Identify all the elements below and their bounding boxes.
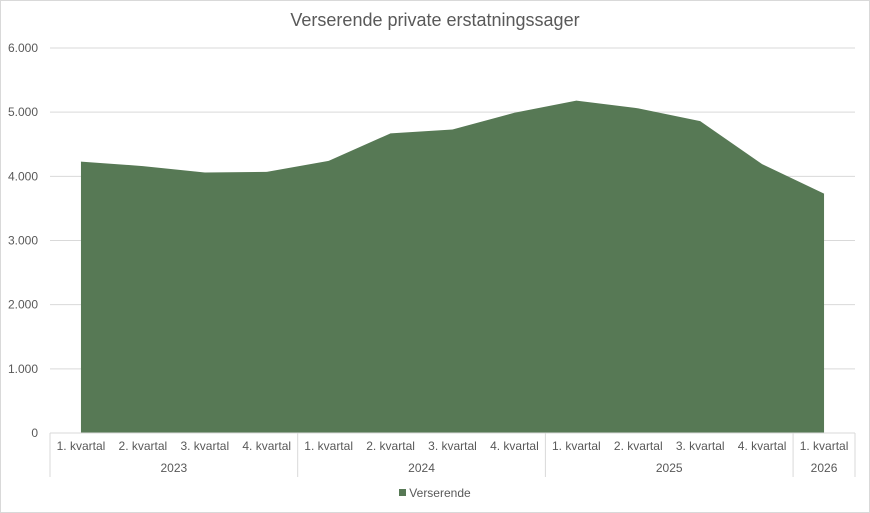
y-tick-label: 0 <box>31 426 38 440</box>
chart-title: Verserende private erstatningssager <box>290 10 580 30</box>
x-tick-label: 1. kvartal <box>304 439 353 453</box>
x-tick-label: 2. kvartal <box>366 439 415 453</box>
x-group-label: 2025 <box>656 461 683 475</box>
x-tick-label: 1. kvartal <box>57 439 106 453</box>
x-tick-label: 4. kvartal <box>738 439 787 453</box>
x-group-label: 2024 <box>408 461 435 475</box>
x-tick-label: 1. kvartal <box>552 439 601 453</box>
x-tick-label: 2. kvartal <box>614 439 663 453</box>
y-tick-label: 3.000 <box>8 234 38 248</box>
y-tick-label: 5.000 <box>8 105 38 119</box>
y-tick-label: 6.000 <box>8 41 38 55</box>
x-tick-label: 3. kvartal <box>428 439 477 453</box>
x-group-label: 2026 <box>811 461 838 475</box>
legend-label: Verserende <box>409 486 471 500</box>
y-tick-label: 2.000 <box>8 298 38 312</box>
x-tick-label: 1. kvartal <box>800 439 849 453</box>
chart-legend: Verserende <box>0 486 870 500</box>
x-tick-label: 4. kvartal <box>242 439 291 453</box>
x-tick-label: 3. kvartal <box>180 439 229 453</box>
area-series-verserende <box>80 100 825 433</box>
y-tick-label: 4.000 <box>8 169 38 183</box>
x-tick-label: 3. kvartal <box>676 439 725 453</box>
x-tick-label: 2. kvartal <box>119 439 168 453</box>
y-tick-label: 1.000 <box>8 362 38 376</box>
x-tick-label: 4. kvartal <box>490 439 539 453</box>
x-group-label: 2023 <box>160 461 187 475</box>
legend-swatch <box>399 489 407 496</box>
